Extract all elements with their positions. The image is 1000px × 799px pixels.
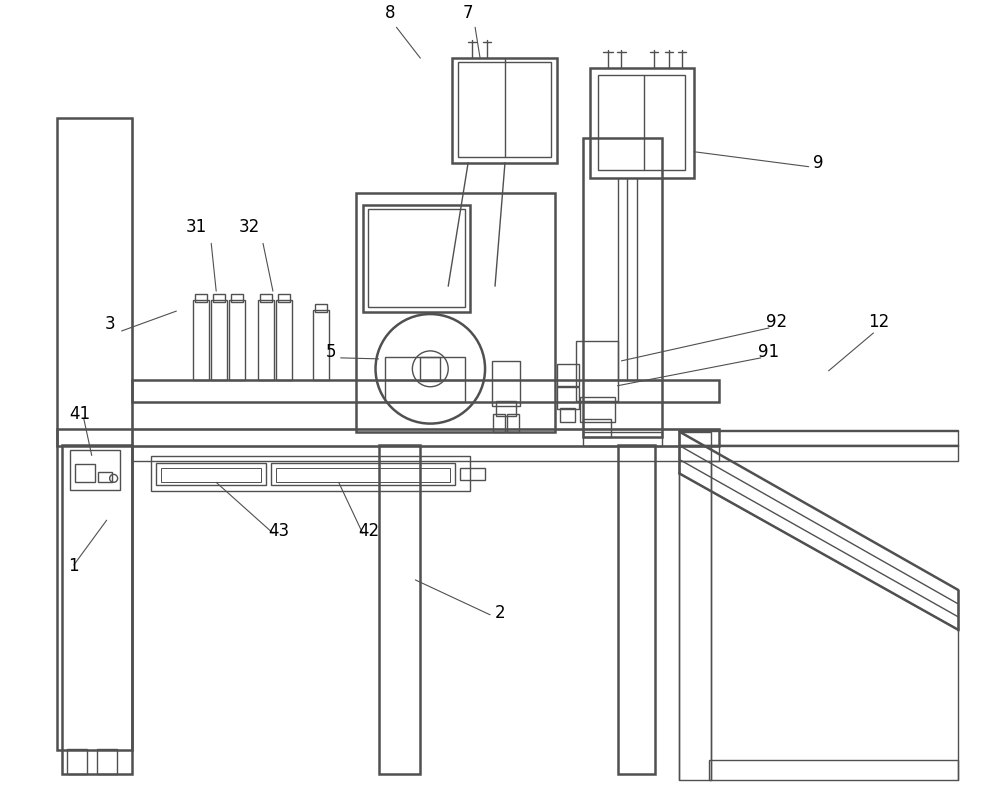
Bar: [195, 294, 207, 302]
Bar: [278, 294, 290, 302]
Bar: [276, 300, 292, 380]
Bar: [583, 431, 662, 447]
Bar: [583, 419, 611, 436]
Bar: [618, 446, 655, 774]
Bar: [507, 414, 519, 431]
Bar: [598, 75, 685, 169]
Bar: [420, 357, 440, 381]
Bar: [315, 304, 327, 312]
Text: 3: 3: [104, 315, 115, 333]
Text: 7: 7: [463, 4, 473, 22]
Text: 9: 9: [813, 153, 824, 172]
Bar: [193, 300, 209, 380]
Bar: [385, 357, 465, 402]
Bar: [271, 463, 455, 485]
Bar: [679, 444, 958, 462]
Bar: [97, 749, 117, 774]
Bar: [493, 414, 505, 431]
Bar: [679, 430, 958, 447]
Bar: [560, 407, 575, 422]
Bar: [368, 209, 465, 307]
Bar: [356, 193, 555, 431]
Text: 2: 2: [495, 604, 505, 622]
Bar: [213, 294, 225, 302]
Bar: [75, 464, 95, 483]
Bar: [576, 341, 618, 400]
Bar: [496, 400, 516, 415]
Bar: [590, 68, 694, 177]
Text: 42: 42: [358, 522, 379, 540]
Bar: [151, 456, 470, 491]
Bar: [452, 58, 557, 163]
Bar: [161, 468, 261, 483]
Text: 12: 12: [868, 313, 889, 331]
Bar: [156, 463, 266, 485]
Text: 92: 92: [766, 313, 787, 331]
Bar: [70, 451, 120, 491]
Text: 41: 41: [69, 404, 90, 423]
Bar: [260, 294, 272, 302]
Bar: [98, 472, 112, 483]
Bar: [67, 749, 87, 774]
Bar: [57, 428, 719, 447]
Bar: [709, 760, 958, 780]
Bar: [258, 300, 274, 380]
Bar: [231, 294, 243, 302]
Bar: [557, 364, 579, 386]
Bar: [460, 468, 485, 480]
Bar: [458, 62, 551, 157]
Bar: [583, 137, 662, 436]
Bar: [229, 300, 245, 380]
Bar: [492, 361, 520, 406]
Bar: [557, 387, 579, 408]
Text: 1: 1: [68, 557, 79, 575]
Bar: [363, 205, 470, 312]
Bar: [132, 447, 719, 462]
Text: 32: 32: [238, 218, 260, 237]
Bar: [132, 380, 719, 402]
Bar: [679, 431, 711, 780]
Bar: [580, 397, 615, 422]
Text: 5: 5: [325, 343, 336, 361]
Bar: [62, 446, 132, 774]
Bar: [211, 300, 227, 380]
Bar: [313, 310, 329, 380]
Text: 31: 31: [186, 218, 207, 237]
Bar: [57, 118, 132, 750]
Text: 43: 43: [268, 522, 289, 540]
Text: 91: 91: [758, 343, 779, 361]
Bar: [379, 446, 420, 774]
Text: 8: 8: [385, 4, 396, 22]
Bar: [276, 468, 450, 483]
